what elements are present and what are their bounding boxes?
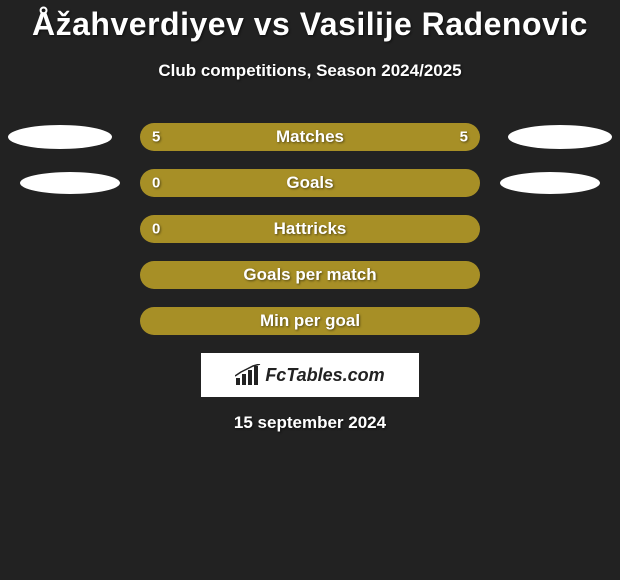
page-subtitle: Club competitions, Season 2024/2025	[0, 61, 620, 81]
page-title: Åžahverdiyev vs Vasilije Radenovic	[0, 6, 620, 43]
stat-bar: Min per goal	[140, 307, 480, 335]
bar-chart-icon	[235, 364, 261, 386]
stat-label: Hattricks	[274, 219, 347, 239]
stat-bar: 0 Hattricks	[140, 215, 480, 243]
brand-badge[interactable]: FcTables.com	[201, 353, 419, 397]
stat-value-right: 5	[460, 129, 468, 146]
stat-bar: 5 Matches 5	[140, 123, 480, 151]
stat-label: Matches	[276, 127, 344, 147]
brand-inner: FcTables.com	[235, 364, 384, 386]
stat-label: Goals per match	[243, 265, 376, 285]
comparison-card: Åžahverdiyev vs Vasilije Radenovic Club …	[0, 0, 620, 433]
stat-value-left: 0	[152, 221, 160, 238]
date-label: 15 september 2024	[0, 413, 620, 433]
stat-label: Goals	[286, 173, 333, 193]
stat-row: Goals per match	[0, 261, 620, 289]
decorative-ellipse-right	[508, 125, 612, 149]
stat-bar: 0 Goals	[140, 169, 480, 197]
stat-label: Min per goal	[260, 311, 360, 331]
brand-text: FcTables.com	[265, 365, 384, 386]
decorative-ellipse-left	[8, 125, 112, 149]
stat-row: 0 Goals	[0, 169, 620, 197]
stat-row: Min per goal	[0, 307, 620, 335]
stat-row: 5 Matches 5	[0, 123, 620, 151]
stat-row: 0 Hattricks	[0, 215, 620, 243]
decorative-ellipse-right	[500, 172, 600, 194]
stat-bar: Goals per match	[140, 261, 480, 289]
stats-list: 5 Matches 5 0 Goals 0 Hattricks	[0, 123, 620, 335]
stat-value-left: 5	[152, 129, 160, 146]
stat-value-left: 0	[152, 175, 160, 192]
decorative-ellipse-left	[20, 172, 120, 194]
